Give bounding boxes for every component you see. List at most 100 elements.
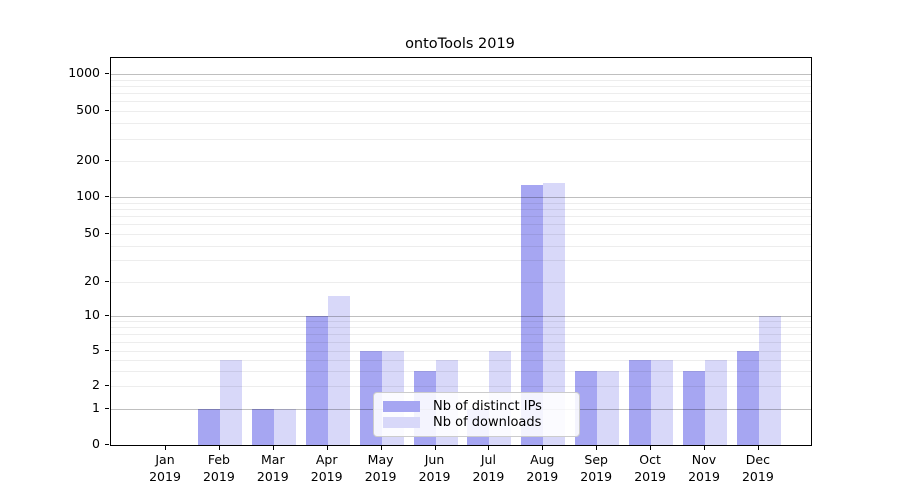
x-tick-jun [434,446,436,450]
legend-item-distinct-ips: Nb of distinct IPs [383,398,570,414]
gridline-y-300 [111,138,811,140]
legend: Nb of distinct IPs Nb of downloads [373,392,580,437]
x-tick-label-mar: Mar 2019 [256,452,289,484]
x-tick-jan [165,446,166,450]
x-tick-may [380,446,382,450]
bar-distinct_ips-oct [629,359,652,445]
gridline-y-400 [111,123,811,125]
gridline-y-900 [111,79,811,81]
y-tick-label-200: 200 [76,152,100,167]
y-tick-label-2: 2 [92,377,100,392]
y-tick-1 [105,407,109,409]
x-tick-label-feb: Feb 2019 [202,452,235,484]
x-tick-feb [218,446,220,450]
x-tick-label-sep: Sep 2019 [580,452,613,484]
gridline-y-30 [111,260,811,262]
gridline-y-800 [111,85,811,87]
y-tick-20 [105,280,109,282]
gridline-y-8 [111,327,811,329]
gridline-y-6 [111,341,811,343]
gridline-y-80 [111,208,811,210]
gridline-y-600 [111,101,811,103]
gridline-y-4 [111,359,811,361]
chart-title: ontoTools 2019 [405,36,515,52]
y-tick-label-20: 20 [84,272,100,288]
y-tick-100 [105,196,109,197]
bar-distinct_ips-aug [521,185,544,445]
x-tick-label-jul: Jul 2019 [472,452,505,484]
gridline-y-90 [111,202,811,204]
legend-label-downloads: Nb of downloads [433,415,542,431]
bar-downloads-aug [543,183,566,445]
x-tick-dec [757,446,759,450]
bar-downloads-mar [273,408,296,445]
bar-downloads-sep [597,370,620,445]
y-tick-0 [105,444,109,445]
gridline-y-20 [111,281,811,283]
bar-distinct_ips-sep [575,370,598,445]
y-tick-label-10: 10 [84,307,100,322]
bar-downloads-nov [705,359,727,445]
gridline-y-500 [111,111,811,112]
gridline-y-2 [111,386,811,387]
gridline-y-10 [111,316,811,317]
y-tick-label-5: 5 [92,342,100,357]
bar-distinct_ips-mar [251,408,274,445]
gridline-y-700 [111,93,811,95]
y-tick-label-1000: 1000 [68,65,100,80]
plot-area [110,57,812,446]
legend-swatch-downloads [383,417,420,429]
legend-swatch-distinct-ips [383,400,420,412]
x-tick-label-dec: Dec 2019 [741,452,774,484]
gridline-y-60 [111,224,811,226]
y-tick-5 [105,350,109,351]
x-tick-label-may: May 2019 [364,452,397,484]
gridline-y-200 [111,161,811,162]
bar-distinct_ips-apr [305,316,328,445]
bar-downloads-oct [651,359,674,445]
gridline-y-9 [111,321,811,323]
bar-downloads-feb [219,359,242,445]
x-tick-label-aug: Aug 2019 [526,452,559,484]
y-tick-label-100: 100 [76,188,100,203]
y-tick-label-500: 500 [76,102,100,117]
x-tick-label-jun: Jun 2019 [418,452,451,484]
y-tick-2 [105,385,109,386]
x-tick-aug [542,446,544,450]
x-tick-label-oct: Oct 2019 [634,452,666,484]
y-tick-10 [105,315,109,316]
y-tick-1000 [105,73,109,74]
grid-layer [111,58,811,445]
legend-label-distinct-ips: Nb of distinct IPs [433,398,542,414]
gridline-y-7 [111,334,811,335]
x-tick-mar [272,446,274,450]
gridline-y-70 [111,216,811,218]
x-tick-sep [596,446,598,450]
y-tick-label-1: 1 [92,399,100,415]
bar-downloads-apr [327,295,350,445]
legend-item-downloads: Nb of downloads [383,415,570,431]
gridline-y-3 [111,370,811,372]
gridline-y-40 [111,245,811,247]
y-tick-label-0: 0 [92,436,100,451]
y-tick-500 [105,110,109,111]
gridline-y-50 [111,234,811,235]
gridline-y-5 [111,351,811,352]
x-tick-nov [704,446,705,450]
gridline-y-100 [111,197,811,198]
y-tick-200 [105,160,109,161]
x-tick-jul [488,446,490,450]
bar-distinct_ips-feb [197,408,220,445]
x-tick-label-apr: Apr 2019 [310,452,343,484]
x-tick-label-jan: Jan 2019 [149,452,181,484]
x-tick-oct [650,446,652,450]
bar-distinct_ips-dec [736,351,759,445]
x-tick-label-nov: Nov 2019 [688,452,720,484]
gridline-y-1000 [111,74,811,75]
x-tick-apr [326,446,328,450]
y-tick-50 [105,233,109,234]
y-tick-label-50: 50 [84,225,100,240]
bar-distinct_ips-nov [683,370,705,445]
bar-downloads-dec [758,316,781,445]
